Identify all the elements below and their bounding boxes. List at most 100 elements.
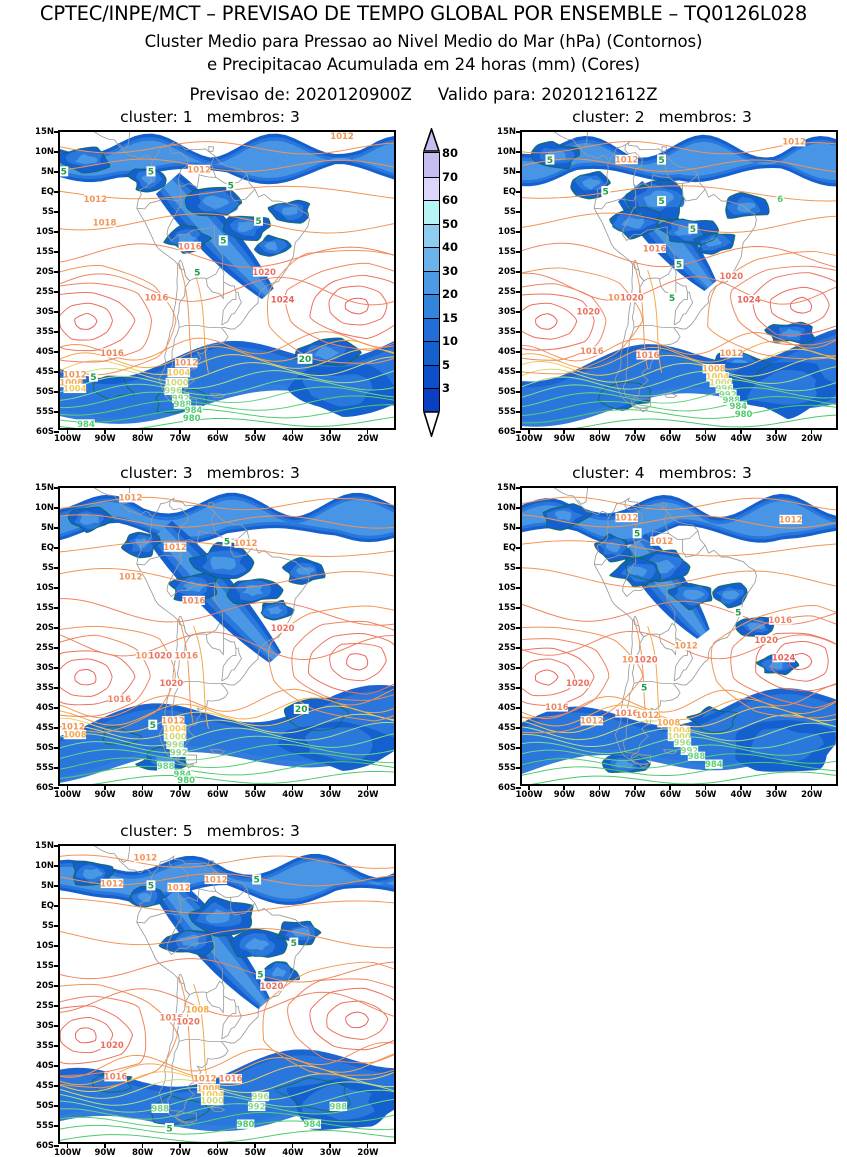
y-axis-label: 5S xyxy=(503,563,516,573)
y-axis-label: 10S xyxy=(498,583,516,593)
colorbar-band xyxy=(424,247,439,271)
svg-text:1000: 1000 xyxy=(709,377,733,387)
y-axis-tick xyxy=(516,687,521,689)
y-axis-tick xyxy=(54,1105,59,1107)
svg-text:5: 5 xyxy=(257,970,263,980)
x-axis-tick xyxy=(634,429,636,434)
y-axis-label: 5S xyxy=(503,207,516,217)
svg-text:5: 5 xyxy=(194,268,200,278)
svg-text:996: 996 xyxy=(715,383,733,393)
svg-text:1020: 1020 xyxy=(720,271,744,281)
cluster-number: 4 xyxy=(634,464,645,482)
cluster-label: cluster: xyxy=(572,464,630,482)
x-axis-tick xyxy=(704,429,707,434)
svg-text:1010: 1010 xyxy=(135,652,159,662)
svg-text:1004: 1004 xyxy=(200,1091,224,1101)
svg-text:1020: 1020 xyxy=(176,1017,200,1027)
y-axis-tick xyxy=(516,487,521,489)
colorbar-tick-label: 50 xyxy=(442,216,459,231)
svg-text:980: 980 xyxy=(735,409,753,419)
y-axis-tick xyxy=(54,151,59,153)
svg-text:5: 5 xyxy=(291,939,297,949)
svg-text:1008: 1008 xyxy=(60,378,83,388)
x-axis-tick xyxy=(563,429,565,434)
colorbar-tick-label: 30 xyxy=(442,263,459,278)
x-axis-label: 30W xyxy=(765,434,787,444)
svg-text:1016: 1016 xyxy=(636,350,660,360)
y-axis-label: 15S xyxy=(498,603,516,613)
y-axis-label: EQ xyxy=(502,543,516,553)
x-axis-tick xyxy=(704,785,707,790)
y-axis-label: 60S xyxy=(36,427,54,437)
y-axis-tick xyxy=(54,251,59,253)
y-axis-tick xyxy=(516,271,521,273)
svg-text:988: 988 xyxy=(174,400,192,410)
svg-text:1012: 1012 xyxy=(234,539,258,549)
y-axis-tick xyxy=(516,171,521,173)
x-axis-label: 100W xyxy=(515,790,543,800)
svg-text:1008: 1008 xyxy=(702,364,726,374)
svg-text:1020: 1020 xyxy=(634,655,658,665)
svg-text:1012: 1012 xyxy=(782,137,806,147)
x-axis-tick xyxy=(634,785,636,790)
y-axis-label: 30S xyxy=(36,1021,54,1031)
y-axis-tick xyxy=(54,1085,59,1087)
y-axis-label: 30S xyxy=(36,663,54,673)
x-axis-label: 30W xyxy=(319,434,341,444)
x-axis-tick xyxy=(669,429,671,434)
svg-text:5: 5 xyxy=(669,294,675,304)
y-axis-tick xyxy=(54,1045,59,1047)
svg-text:1012: 1012 xyxy=(174,359,198,369)
svg-text:1008: 1008 xyxy=(657,718,681,728)
run-time: 2020120900Z xyxy=(295,85,412,104)
x-axis-label: 70W xyxy=(624,434,646,444)
svg-text:1016: 1016 xyxy=(178,242,202,252)
svg-text:988: 988 xyxy=(151,1104,169,1114)
x-axis-label: 40W xyxy=(282,434,304,444)
map-plot-cluster-3: 1012 1012 1012 1012 1016 1020 1010 1020 1016 1020… xyxy=(58,486,396,786)
svg-text:1000: 1000 xyxy=(200,1096,224,1106)
svg-text:1020: 1020 xyxy=(100,1041,124,1051)
y-axis-tick xyxy=(54,231,59,233)
y-axis-tick xyxy=(516,587,521,589)
y-axis-label: 15N xyxy=(497,127,516,137)
svg-text:1016: 1016 xyxy=(615,708,639,718)
y-axis-tick xyxy=(54,687,59,689)
y-axis-tick xyxy=(516,411,521,413)
svg-text:5: 5 xyxy=(148,168,154,178)
x-axis-label: 100W xyxy=(53,1148,82,1157)
y-axis-label: 45S xyxy=(36,1081,54,1091)
x-axis-label: 30W xyxy=(319,790,341,800)
y-axis-tick xyxy=(54,647,59,649)
svg-text:1016: 1016 xyxy=(580,346,604,356)
valid-time: 2020121612Z xyxy=(541,85,658,104)
y-axis-tick xyxy=(54,431,59,433)
svg-text:1000: 1000 xyxy=(165,378,189,388)
y-axis-label: 10N xyxy=(35,503,54,513)
y-axis-tick xyxy=(54,567,59,569)
svg-text:1020: 1020 xyxy=(754,635,778,645)
svg-text:988: 988 xyxy=(722,395,740,405)
y-axis-label: 15N xyxy=(35,483,54,493)
svg-text:1016: 1016 xyxy=(643,243,667,253)
x-axis-label: 90W xyxy=(94,790,116,800)
y-axis-label: 10N xyxy=(497,147,516,157)
x-axis-tick xyxy=(216,785,219,790)
y-axis-tick xyxy=(516,291,521,293)
y-axis-tick xyxy=(516,767,521,769)
svg-text:5: 5 xyxy=(676,260,682,270)
y-axis-label: 35S xyxy=(498,683,516,693)
svg-text:1020: 1020 xyxy=(252,268,276,278)
svg-text:984: 984 xyxy=(185,406,203,416)
x-axis-tick xyxy=(329,1143,331,1148)
x-axis-label: 60W xyxy=(659,790,681,800)
colorbar-band xyxy=(424,223,439,247)
svg-text:1012: 1012 xyxy=(615,512,639,522)
y-axis-tick xyxy=(54,707,59,709)
y-axis-tick xyxy=(54,291,59,293)
svg-text:1000: 1000 xyxy=(163,733,187,743)
svg-text:1012: 1012 xyxy=(167,883,191,893)
x-axis-label: 30W xyxy=(319,1148,341,1157)
svg-text:5: 5 xyxy=(547,156,553,166)
svg-text:1012: 1012 xyxy=(720,348,744,358)
